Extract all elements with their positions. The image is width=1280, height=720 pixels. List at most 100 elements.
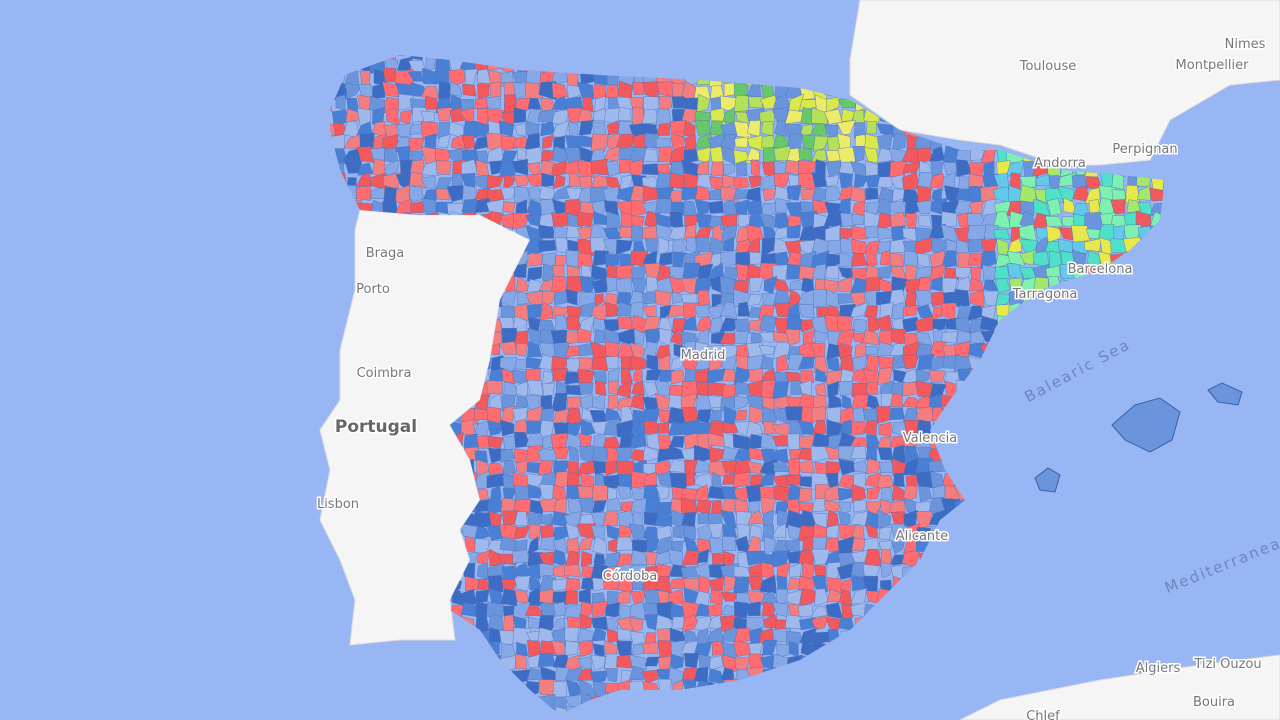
municipality[interactable] xyxy=(810,149,827,163)
municipality[interactable] xyxy=(681,186,698,201)
municipality[interactable] xyxy=(641,669,660,684)
municipality[interactable] xyxy=(812,420,827,436)
municipality[interactable] xyxy=(865,250,878,268)
municipality[interactable] xyxy=(734,381,750,395)
municipality[interactable] xyxy=(828,392,842,409)
municipality[interactable] xyxy=(876,212,893,231)
municipality[interactable] xyxy=(787,184,802,201)
municipality[interactable] xyxy=(748,368,764,383)
municipality[interactable] xyxy=(566,537,581,554)
municipality[interactable] xyxy=(876,226,893,240)
municipality[interactable] xyxy=(421,159,440,176)
municipality[interactable] xyxy=(759,108,776,126)
municipality[interactable] xyxy=(355,185,372,201)
municipality[interactable] xyxy=(851,225,869,240)
municipality[interactable] xyxy=(474,538,490,554)
municipality[interactable] xyxy=(594,293,604,307)
municipality[interactable] xyxy=(903,250,919,269)
municipality[interactable] xyxy=(606,591,619,605)
municipality[interactable] xyxy=(851,214,865,226)
municipality[interactable] xyxy=(1057,185,1075,205)
municipality[interactable] xyxy=(681,601,699,620)
municipality[interactable] xyxy=(723,164,736,176)
municipality[interactable] xyxy=(774,120,788,138)
municipality[interactable] xyxy=(357,108,371,126)
municipality[interactable] xyxy=(577,161,595,178)
municipality[interactable] xyxy=(420,121,438,139)
municipality[interactable] xyxy=(889,407,905,421)
municipality[interactable] xyxy=(581,550,593,568)
municipality[interactable] xyxy=(602,510,619,526)
municipality[interactable] xyxy=(669,436,685,448)
municipality[interactable] xyxy=(720,145,738,165)
municipality[interactable] xyxy=(398,93,414,111)
municipality[interactable] xyxy=(734,395,750,411)
municipality[interactable] xyxy=(826,577,843,593)
municipality[interactable] xyxy=(915,266,932,279)
municipality[interactable] xyxy=(590,158,609,176)
municipality[interactable] xyxy=(1020,200,1035,217)
municipality[interactable] xyxy=(837,536,855,555)
municipality[interactable] xyxy=(881,487,895,502)
municipality[interactable] xyxy=(940,250,958,269)
municipality[interactable] xyxy=(866,487,881,500)
municipality[interactable] xyxy=(514,122,527,136)
municipality[interactable] xyxy=(797,549,815,566)
municipality[interactable] xyxy=(890,393,903,407)
municipality[interactable] xyxy=(838,267,854,281)
municipality[interactable] xyxy=(553,497,568,514)
municipality[interactable] xyxy=(930,160,944,177)
municipality[interactable] xyxy=(474,450,488,463)
municipality[interactable] xyxy=(604,341,620,359)
municipality[interactable] xyxy=(902,304,919,317)
municipality[interactable] xyxy=(335,94,346,111)
municipality[interactable] xyxy=(465,575,480,592)
municipality[interactable] xyxy=(527,536,539,555)
municipality[interactable] xyxy=(696,93,711,113)
municipality[interactable] xyxy=(578,120,594,136)
municipality[interactable] xyxy=(565,577,580,594)
municipality[interactable] xyxy=(722,523,738,539)
municipality[interactable] xyxy=(994,265,1010,279)
municipality[interactable] xyxy=(693,641,713,657)
municipality[interactable] xyxy=(577,327,592,343)
municipality[interactable] xyxy=(695,603,712,617)
municipality[interactable] xyxy=(916,171,933,190)
municipality[interactable] xyxy=(719,317,740,332)
municipality[interactable] xyxy=(722,536,737,552)
municipality[interactable] xyxy=(592,393,605,410)
municipality[interactable] xyxy=(577,185,595,203)
municipality[interactable] xyxy=(670,331,685,346)
municipality[interactable] xyxy=(784,159,800,175)
municipality[interactable] xyxy=(720,498,736,513)
municipality[interactable] xyxy=(537,448,558,464)
municipality[interactable] xyxy=(696,173,713,189)
municipality[interactable] xyxy=(785,474,802,486)
municipality[interactable] xyxy=(499,419,515,437)
municipality[interactable] xyxy=(564,371,580,385)
municipality[interactable] xyxy=(501,368,516,385)
municipality[interactable] xyxy=(487,420,504,436)
municipality[interactable] xyxy=(799,369,815,383)
municipality[interactable] xyxy=(747,96,764,109)
municipality[interactable] xyxy=(762,639,778,656)
municipality[interactable] xyxy=(694,276,713,295)
municipality[interactable] xyxy=(633,328,645,345)
municipality[interactable] xyxy=(590,670,609,684)
municipality[interactable] xyxy=(593,329,606,344)
municipality[interactable] xyxy=(538,240,557,252)
municipality[interactable] xyxy=(968,173,984,189)
municipality[interactable] xyxy=(798,502,815,512)
municipality[interactable] xyxy=(852,145,865,163)
municipality[interactable] xyxy=(697,263,714,283)
municipality[interactable] xyxy=(514,303,529,321)
municipality[interactable] xyxy=(708,655,724,671)
municipality[interactable] xyxy=(515,97,531,111)
municipality[interactable] xyxy=(551,82,569,98)
municipality[interactable] xyxy=(565,385,582,396)
municipality[interactable] xyxy=(616,590,631,605)
municipality[interactable] xyxy=(837,510,851,528)
municipality[interactable] xyxy=(672,524,687,539)
municipality[interactable] xyxy=(1045,265,1061,278)
municipality[interactable] xyxy=(591,484,608,504)
